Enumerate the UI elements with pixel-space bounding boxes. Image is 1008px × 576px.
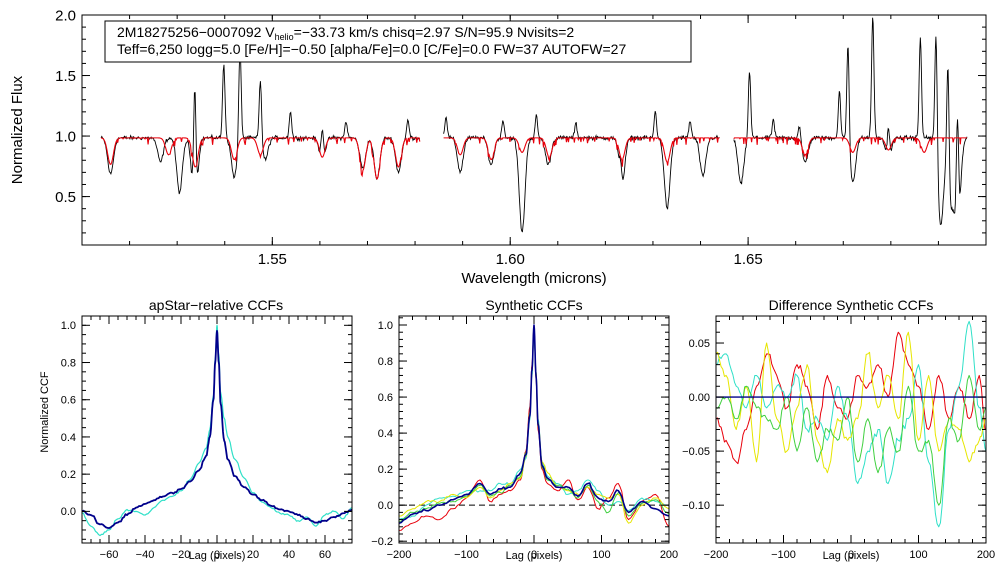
difference-ytick-label: −0.05 xyxy=(682,446,710,458)
spectrum-observed-line xyxy=(733,17,968,225)
synthetic-series xyxy=(399,324,669,531)
spectrum-ytick-label: 0.5 xyxy=(55,189,76,206)
synthetic-ccf-panel: Synthetic CCFs −200 −100 0 100 200 −0.2 0.0 0.2… xyxy=(371,297,678,562)
synthetic-xtick-label: −100 xyxy=(454,549,479,561)
difference-ccf-panel: Difference Synthetic CCFs −200 −100 0 100 20… xyxy=(682,297,995,562)
annotation-line-1: 2M18275256−0007092 Vhelio=−33.73 km/s ch… xyxy=(117,24,574,42)
synthetic-xtick-label: −200 xyxy=(387,549,412,561)
spectrum-xlabel: Wavelength (microns) xyxy=(461,270,606,287)
spectrum-xtick-label: 1.65 xyxy=(734,251,763,268)
synthetic-ticks: −200 −100 0 100 200 −0.2 0.0 0.2 0.4 0.6 0.8 1.0 xyxy=(371,316,678,561)
apstar-ytick-label: 1.0 xyxy=(61,320,76,332)
spectrum-ytick-label: 1.0 xyxy=(55,128,76,145)
apstar-xtick-label: 20 xyxy=(247,549,259,561)
apstar-ylabel: Normalized CCF xyxy=(39,371,51,453)
apstar-xtick-label: −40 xyxy=(136,549,155,561)
apstar-series xyxy=(82,324,352,537)
synthetic-ytick-label: 1.0 xyxy=(378,320,393,332)
synthetic-xtick-label: 200 xyxy=(660,549,678,561)
annotation-line-2: Teff=6,250 logg=5.0 [Fe/H]=−0.50 [alpha/… xyxy=(117,41,626,57)
annotation-vhelio-subscript: helio xyxy=(275,32,294,42)
difference-ticks: −200 −100 0 100 200 −0.10 −0.05 0.00 0.05 xyxy=(682,316,995,561)
apstar-visit-2-line xyxy=(82,324,352,537)
spectrum-xtick-label: 1.55 xyxy=(258,251,287,268)
annotation-star-id: 2M18275256−0007092 V xyxy=(117,24,275,40)
annotation-frame xyxy=(104,20,692,63)
apstar-ccf-panel: apStar−relative CCFs −60 −40 −20 0 20 40 60 0.0… xyxy=(39,297,353,562)
apstar-xtick-label: 0 xyxy=(214,549,220,561)
apstar-title: apStar−relative CCFs xyxy=(149,297,283,313)
apstar-xlabel: Lag (pixels) xyxy=(189,550,246,562)
difference-xtick-label: −100 xyxy=(771,549,796,561)
spectrum-model-line xyxy=(443,136,720,167)
difference-xtick-label: −200 xyxy=(704,549,729,561)
spectrum-ytick-label: 2.0 xyxy=(55,7,76,24)
spectrum-model-line xyxy=(100,137,421,180)
apstar-ytick-label: 0.2 xyxy=(61,469,76,481)
synthetic-ytick-label: −0.2 xyxy=(371,536,393,548)
synthetic-ytick-label: 0.8 xyxy=(378,356,393,368)
apstar-ytick-label: 0.6 xyxy=(61,395,76,407)
difference-visit-4-line xyxy=(716,374,986,506)
spectrum-ylabel: Normalized Flux xyxy=(9,75,26,184)
difference-ytick-label: 0.05 xyxy=(689,338,710,350)
difference-ytick-label: −0.10 xyxy=(682,500,710,512)
difference-title: Difference Synthetic CCFs xyxy=(769,297,934,313)
apstar-ytick-label: 0.0 xyxy=(61,506,76,518)
apstar-ytick-label: 0.4 xyxy=(61,432,76,444)
synthetic-xtick-label: 100 xyxy=(592,549,610,561)
synthetic-ytick-label: 0.6 xyxy=(378,392,393,404)
synthetic-ytick-label: 0.0 xyxy=(378,500,393,512)
spectrum-series xyxy=(100,17,968,233)
apstar-xtick-label: −60 xyxy=(100,549,119,561)
synthetic-combined-line xyxy=(399,324,669,524)
synthetic-xtick-label: 0 xyxy=(531,549,537,561)
annotation-stats: =−33.73 km/s chisq=2.97 S/N=95.9 Nvisits… xyxy=(294,24,575,40)
difference-xtick-label: 200 xyxy=(977,549,995,561)
apstar-xtick-label: 60 xyxy=(319,549,331,561)
difference-series xyxy=(716,320,986,528)
synthetic-ytick-label: 0.4 xyxy=(378,428,393,440)
synthetic-xlabel: Lag (pixels) xyxy=(506,550,563,562)
difference-ytick-label: 0.00 xyxy=(689,392,710,404)
spectrum-ticks: 1.55 1.60 1.65 0.5 1.0 1.5 2.0 xyxy=(55,7,986,268)
spectrum-panel: 1.55 1.60 1.65 0.5 1.0 1.5 2.0 Normalized Flux… xyxy=(9,7,987,287)
difference-visit-1-line xyxy=(716,331,986,465)
spectrum-ytick-label: 1.5 xyxy=(55,68,76,85)
spectrum-axes-frame xyxy=(81,14,987,246)
apstar-xtick-label: −20 xyxy=(172,549,191,561)
difference-xtick-label: 0 xyxy=(848,549,854,561)
spectrum-model-line xyxy=(733,136,967,159)
apstar-xtick-label: 40 xyxy=(283,549,295,561)
spectrum-xtick-label: 1.60 xyxy=(496,251,525,268)
difference-xtick-label: 100 xyxy=(909,549,927,561)
apstar-visit-1-line xyxy=(82,329,352,530)
synthetic-title: Synthetic CCFs xyxy=(485,297,582,313)
spectrum-annotation-box: 2M18275256−0007092 Vhelio=−33.73 km/s ch… xyxy=(104,20,692,63)
synthetic-ytick-label: 0.2 xyxy=(378,464,393,476)
apstar-ytick-label: 0.8 xyxy=(61,357,76,369)
apstar-ticks: −60 −40 −20 0 20 40 60 0.0 0.2 0.4 0.6 0.8 1.0 xyxy=(61,316,353,561)
difference-xlabel: Lag (pixels) xyxy=(823,550,880,562)
